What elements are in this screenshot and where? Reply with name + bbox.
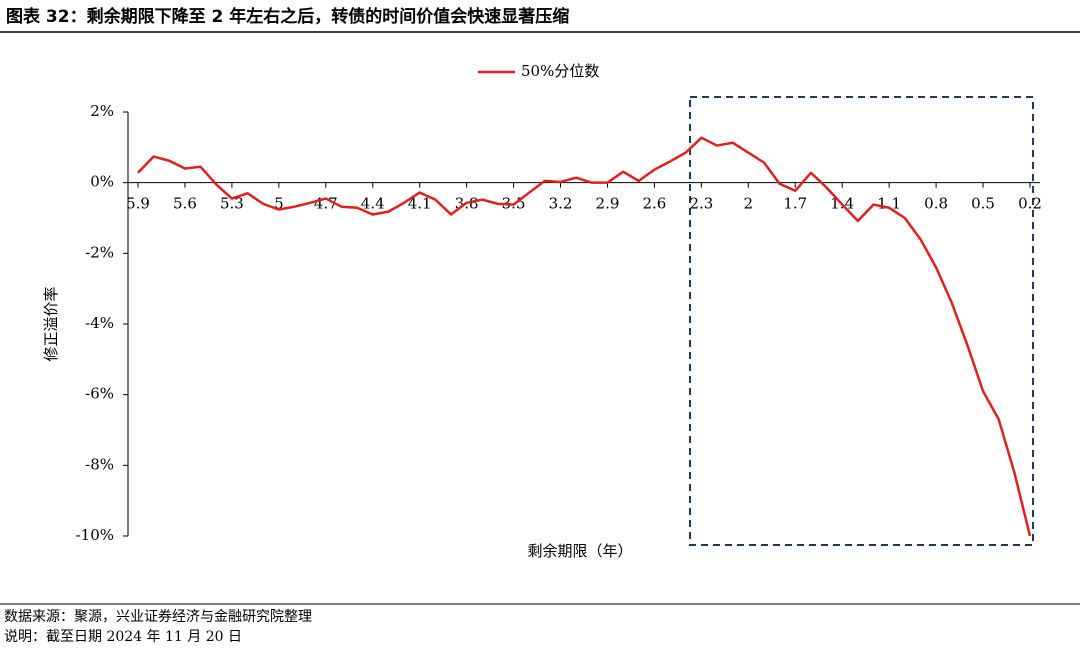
x-tick-label: 2 <box>744 195 754 213</box>
x-axis-label: 剩余期限（年） <box>527 542 632 560</box>
x-tick-label: 5.6 <box>173 195 197 213</box>
y-tick-label: -2% <box>85 243 114 261</box>
y-tick-label: -8% <box>85 455 114 473</box>
x-tick-label: 5.3 <box>220 195 244 213</box>
x-tick-label: 0.2 <box>1018 195 1042 213</box>
x-tick-label: 0.5 <box>971 195 995 213</box>
y-tick-label: -10% <box>76 526 114 544</box>
y-axis-label: 修正溢价率 <box>42 286 60 361</box>
x-tick-label: 2.3 <box>689 195 713 213</box>
x-tick-label: 4.4 <box>361 195 385 213</box>
x-tick-label: 2.9 <box>596 195 620 213</box>
x-tick-label: 5.9 <box>126 195 150 213</box>
x-tick-label: 3.2 <box>549 195 573 213</box>
y-tick-label: 2% <box>90 102 114 120</box>
note: 说明：截至日期 2024 年 11 月 20 日 <box>4 629 242 645</box>
source: 数据来源：聚源，兴业证券经济与金融研究院整理 <box>4 609 312 625</box>
x-tick-label: 1.7 <box>783 195 807 213</box>
legend-label: 50%分位数 <box>521 62 599 80</box>
line-series <box>137 136 1032 537</box>
x-tick-label: 1.1 <box>877 195 901 213</box>
y-tick-label: 0% <box>90 173 114 191</box>
x-tick-label: 2.6 <box>642 195 666 213</box>
highlight-box <box>689 96 1034 546</box>
y-tick-label: -4% <box>85 314 114 332</box>
x-tick-label: 0.8 <box>924 195 948 213</box>
x-tick-label: 4.1 <box>408 195 432 213</box>
y-tick-label: -6% <box>85 385 114 403</box>
x-tick-label: 5 <box>274 195 284 213</box>
chart-title: 图表 32：剩余期限下降至 2 年左右之后，转债的时间价值会快速显著压缩 <box>6 6 569 27</box>
